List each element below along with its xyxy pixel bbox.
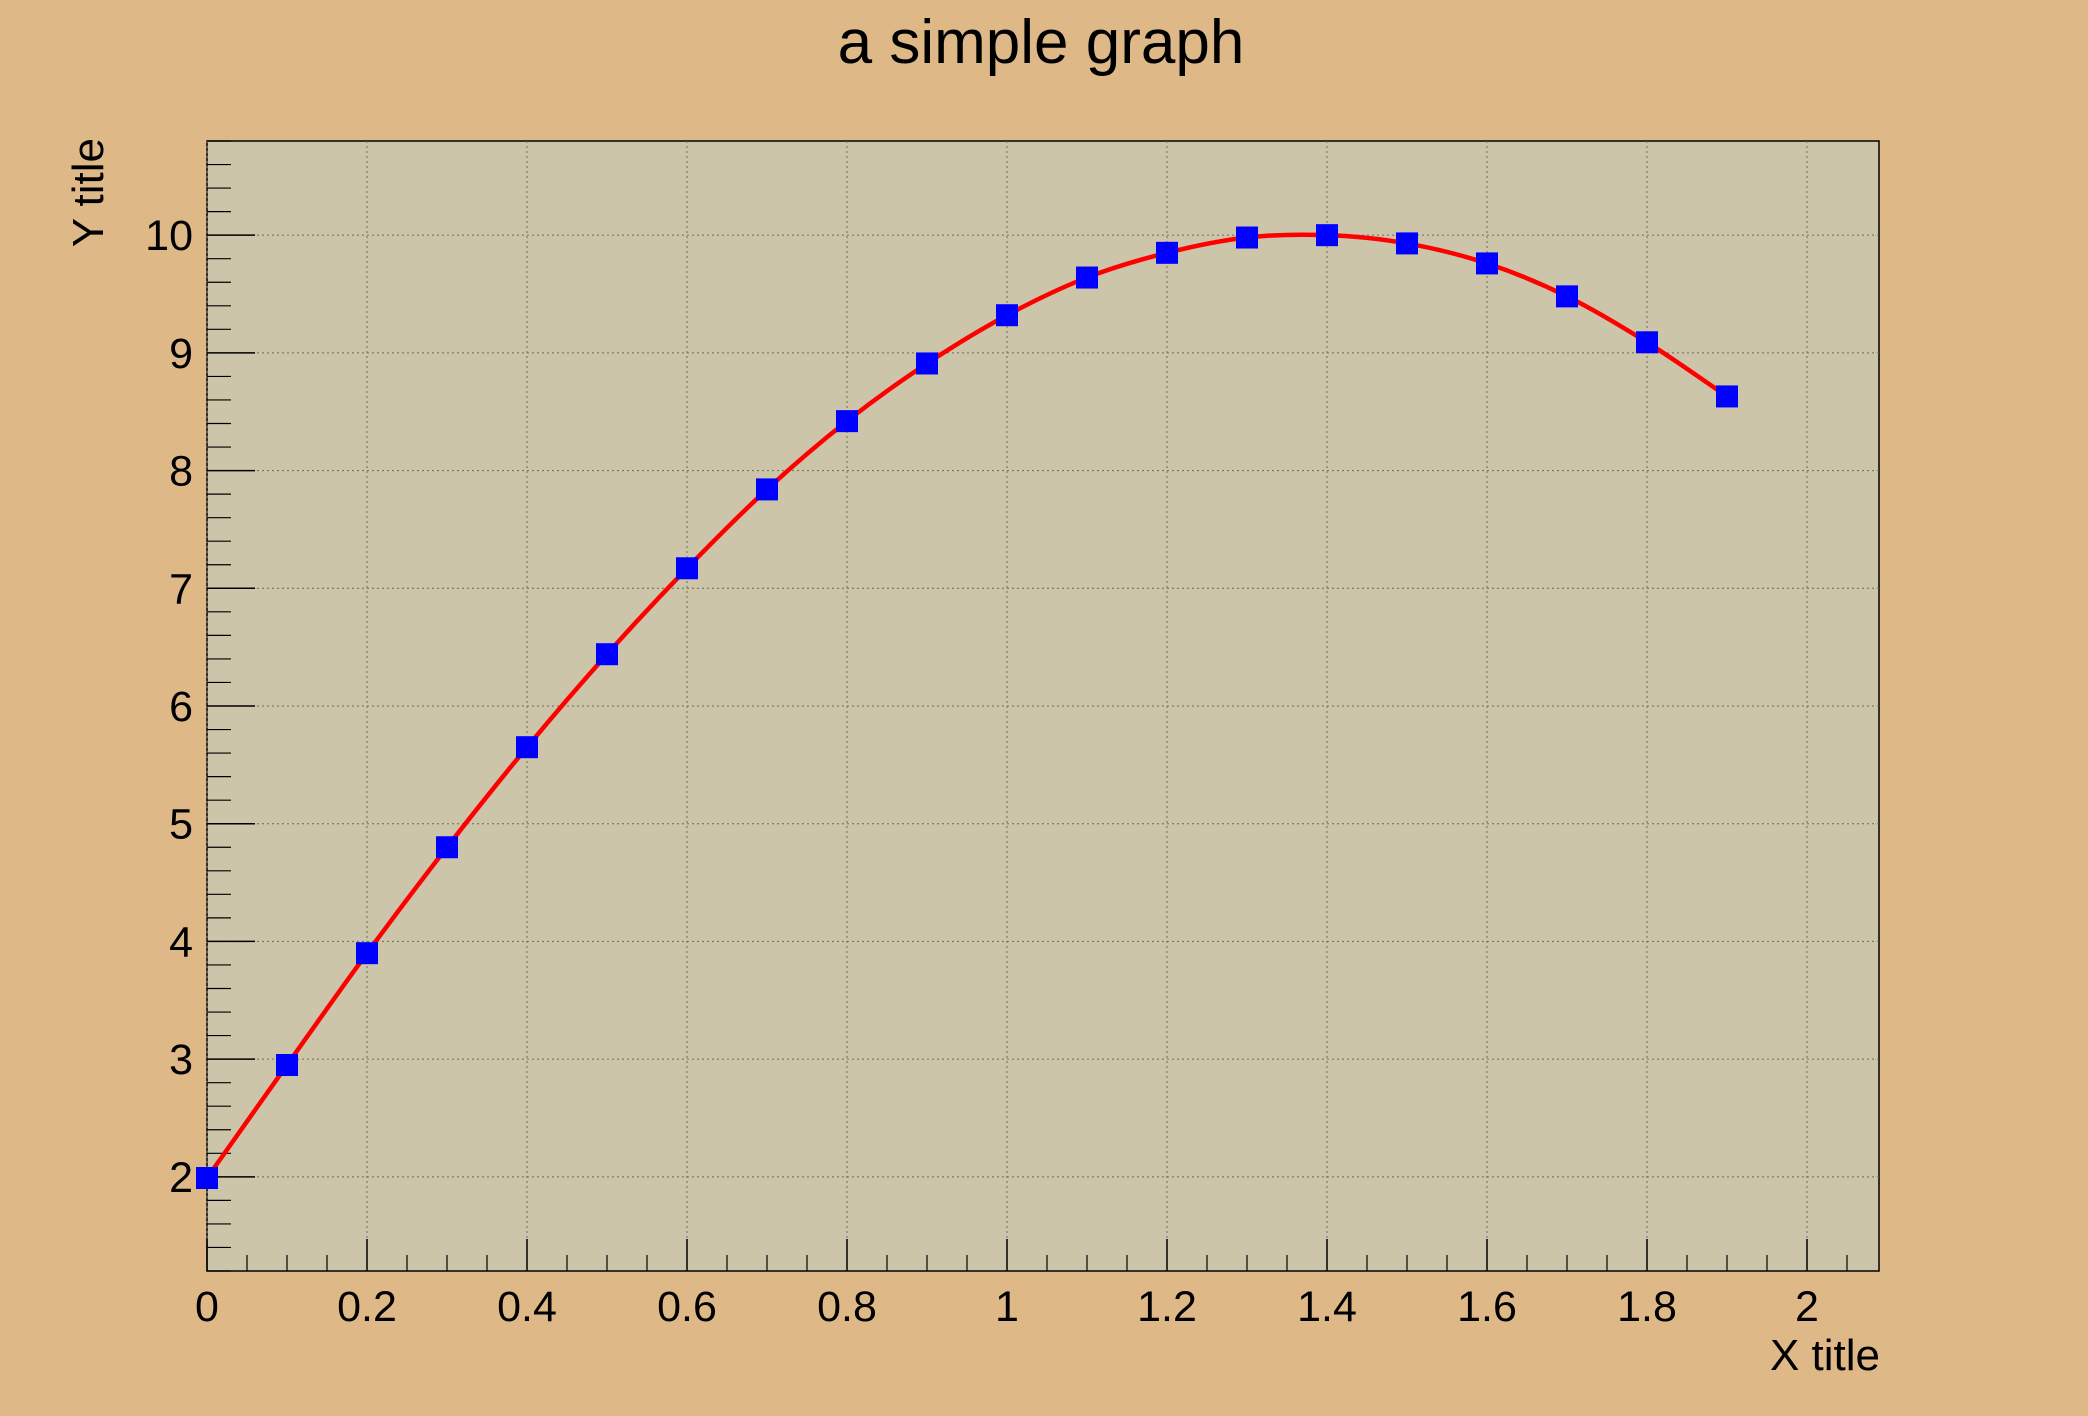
y-tick-label: 6 <box>169 683 193 731</box>
data-point-marker <box>516 736 538 759</box>
y-axis-title: Y title <box>64 138 113 247</box>
x-tick-label: 1.8 <box>1617 1283 1677 1331</box>
y-tick-label: 7 <box>169 565 193 613</box>
x-tick-label: 1.2 <box>1137 1283 1197 1331</box>
data-point-marker <box>1716 385 1738 408</box>
y-tick-label: 4 <box>169 918 193 966</box>
data-point-marker <box>916 352 938 375</box>
x-tick-label: 0.2 <box>337 1283 397 1331</box>
data-point-marker <box>596 643 618 666</box>
data-point-marker <box>1316 224 1338 247</box>
data-point-marker <box>1396 232 1418 255</box>
x-tick-label: 0.6 <box>657 1283 717 1331</box>
data-point-marker <box>836 410 858 433</box>
y-tick-label: 10 <box>145 212 193 260</box>
x-tick-label: 0.4 <box>497 1283 557 1331</box>
data-point-marker <box>1636 331 1658 354</box>
x-tick-label: 1.6 <box>1457 1283 1517 1331</box>
data-point-marker <box>1156 241 1178 264</box>
data-point-marker <box>1476 252 1498 275</box>
x-axis: 0 0.2 0.4 0.6 0.8 1 1.2 1.4 1.6 1.8 2 <box>195 1239 1819 1331</box>
x-tick-label: 1 <box>995 1283 1019 1331</box>
data-point-marker <box>1556 285 1578 308</box>
x-tick-label: 0.8 <box>817 1283 877 1331</box>
data-point-marker <box>196 1167 218 1190</box>
x-tick-label: 1.4 <box>1297 1283 1357 1331</box>
data-point-marker <box>1076 266 1098 289</box>
y-tick-label: 8 <box>169 448 193 496</box>
x-axis-title: X title <box>1770 1331 1880 1380</box>
minor-ticks <box>207 140 1848 1272</box>
data-point-marker <box>436 836 458 859</box>
data-point-marker <box>996 304 1018 327</box>
series-markers <box>196 224 1738 1190</box>
y-axis: 2 3 4 5 6 7 8 9 10 <box>145 212 255 1202</box>
data-point-marker <box>676 557 698 580</box>
data-point-marker <box>356 942 378 965</box>
x-tick-label: 2 <box>1795 1283 1819 1331</box>
y-tick-label: 9 <box>169 330 193 378</box>
y-tick-label: 3 <box>169 1036 193 1084</box>
chart-title: a simple graph <box>838 8 1245 77</box>
data-point-marker <box>1236 226 1258 249</box>
grid-lines <box>206 141 1879 1271</box>
data-point-marker <box>756 478 778 501</box>
x-tick-label: 0 <box>195 1283 219 1331</box>
y-tick-label: 5 <box>169 801 193 849</box>
data-point-marker <box>276 1054 298 1077</box>
y-tick-label: 2 <box>169 1154 193 1202</box>
